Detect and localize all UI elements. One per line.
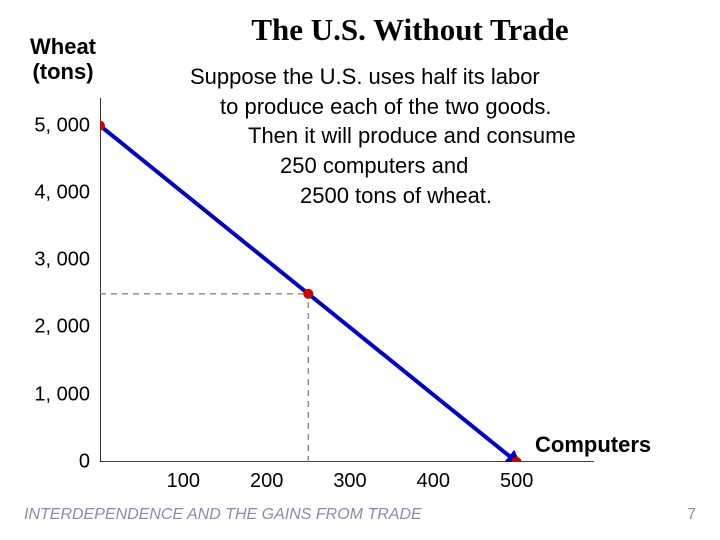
y-tick-label: 2, 000 [34, 316, 90, 339]
x-tick-label: 200 [250, 470, 283, 493]
slide-title: The U.S. Without Trade [140, 12, 680, 48]
x-tick-label: 500 [500, 470, 533, 493]
x-axis-title: Computers [535, 432, 651, 458]
x-tick-label: 400 [417, 470, 450, 493]
y-tick-label: 3, 000 [34, 249, 90, 272]
page-number: 7 [687, 506, 696, 524]
y-tick-label: 1, 000 [34, 383, 90, 406]
chart-svg [100, 92, 600, 462]
x-tick-label: 300 [333, 470, 366, 493]
ppf-chart: 01, 0002, 0003, 0004, 0005, 000100200300… [100, 92, 600, 462]
y-axis-title: Wheat (tons) [30, 34, 96, 85]
y-axis-title-line2: (tons) [32, 59, 93, 84]
y-tick-label: 4, 000 [34, 181, 90, 204]
y-axis-title-line1: Wheat [30, 34, 96, 59]
footer-text: INTERDEPENDENCE AND THE GAINS FROM TRADE [24, 506, 422, 524]
body-line-1: Suppose the U.S. uses half its labor [190, 62, 690, 92]
y-tick-label: 0 [79, 451, 90, 474]
x-tick-label: 100 [167, 470, 200, 493]
y-tick-label: 5, 000 [34, 114, 90, 137]
